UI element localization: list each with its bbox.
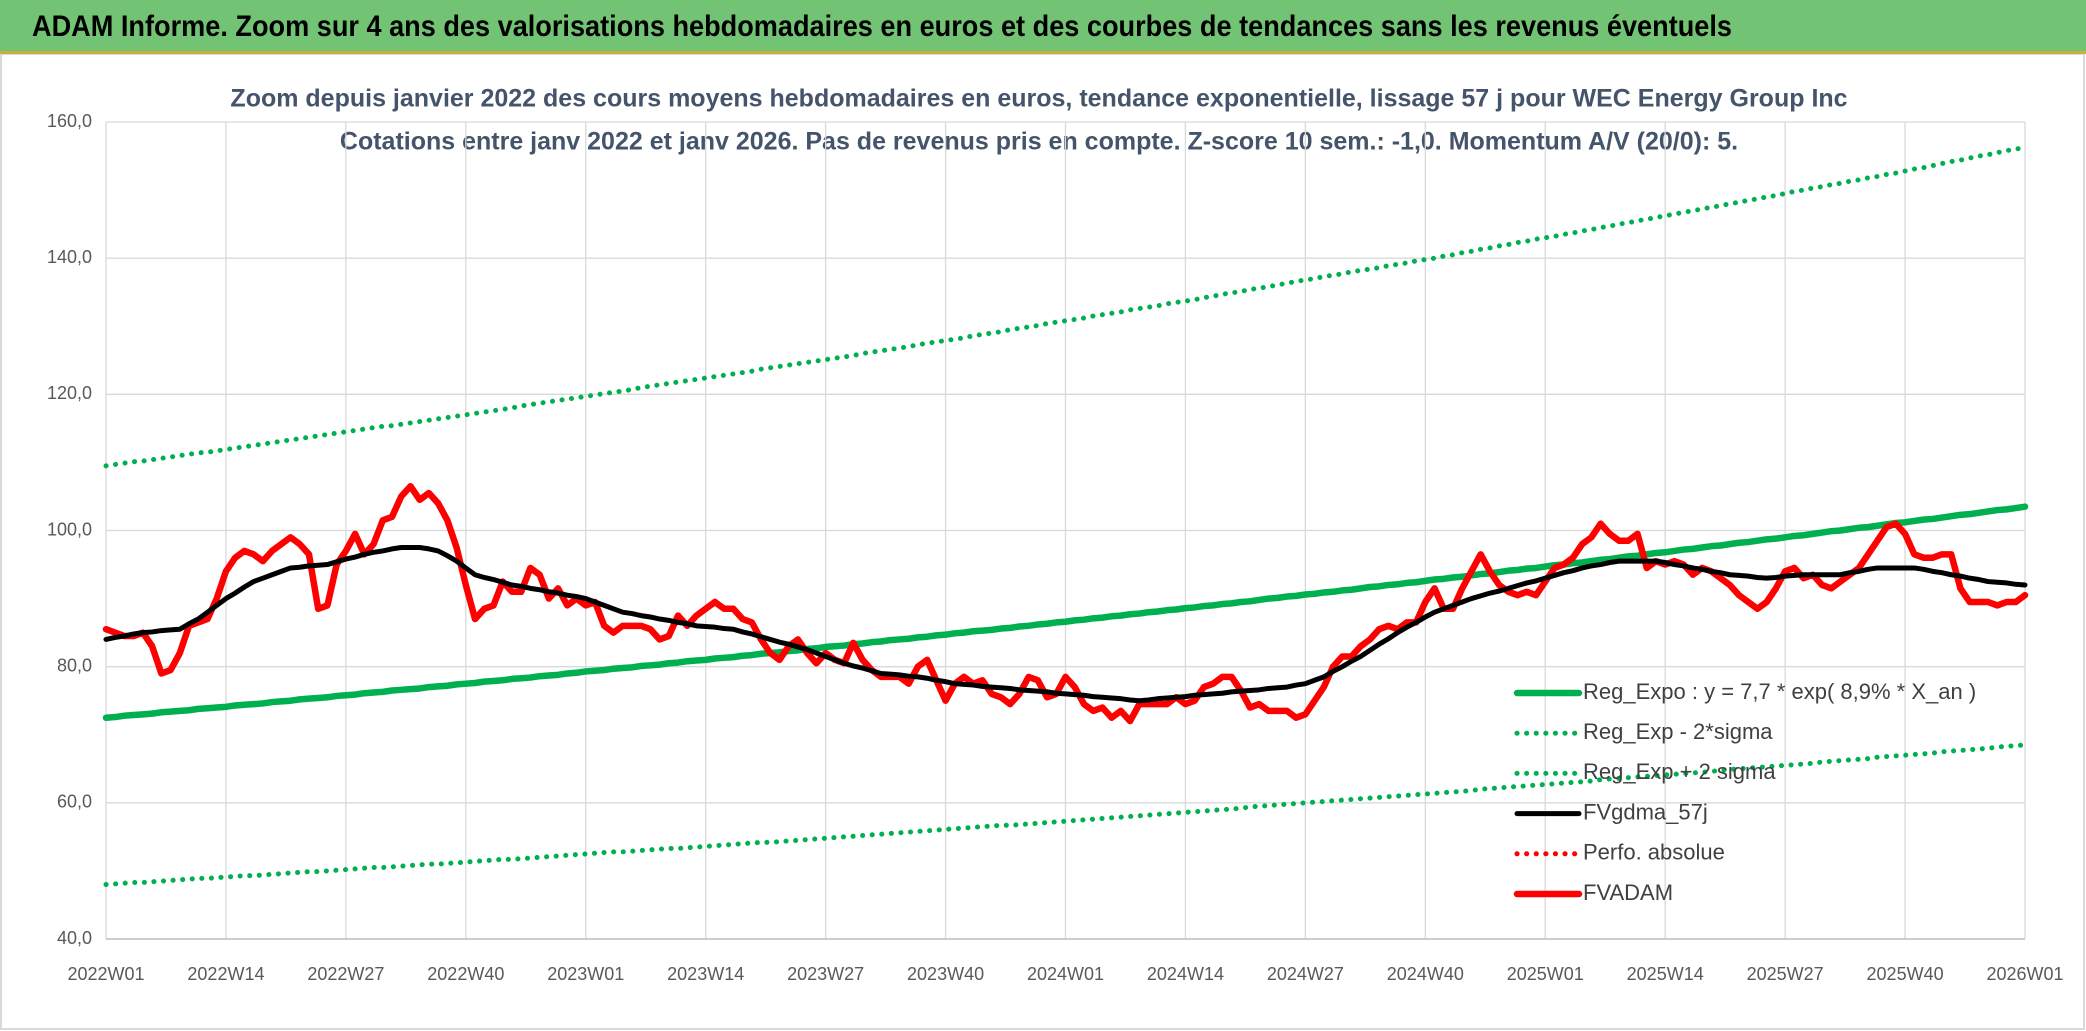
header-rule [0, 51, 2086, 54]
x-tick-label: 2024W40 [1387, 964, 1464, 984]
legend-label: FVgdma_57j [1583, 799, 1708, 824]
legend-label: Perfo. absolue [1583, 840, 1725, 865]
x-tick-label: 2024W27 [1267, 964, 1344, 984]
x-tick-label: 2022W27 [307, 964, 384, 984]
x-tick-label: 2025W14 [1627, 964, 1704, 984]
x-tick-label: 2022W14 [187, 964, 264, 984]
x-tick-label: 2026W01 [1986, 964, 2063, 984]
y-tick-label: 120,0 [47, 383, 92, 403]
legend-label: Reg_Expo : y = 7,7 * exp( 8,9% * X_an ) [1583, 679, 1976, 704]
legend-label: FVADAM [1583, 880, 1673, 905]
y-tick-label: 60,0 [57, 792, 92, 812]
x-tick-label: 2023W40 [907, 964, 984, 984]
y-tick-label: 140,0 [47, 247, 92, 267]
series-line [103, 545, 2028, 704]
series-line [103, 742, 2028, 888]
series-line [103, 144, 2028, 469]
x-tick-label: 2025W01 [1507, 964, 1584, 984]
x-tick-label: 2025W27 [1747, 964, 1824, 984]
x-tick-label: 2023W01 [547, 964, 624, 984]
chart-title: ADAM Informe. Zoom sur 4 ans des valoris… [32, 10, 1732, 43]
x-tick-label: 2023W27 [787, 964, 864, 984]
x-tick-label: 2024W14 [1147, 964, 1224, 984]
chart-subtitle: Cotations entre janv 2022 et janv 2026. … [340, 128, 1738, 156]
y-tick-label: 100,0 [47, 519, 92, 539]
legend-label: Reg_Exp - 2*sigma [1583, 719, 1773, 744]
x-tick-label: 2022W40 [427, 964, 504, 984]
y-tick-label: 40,0 [57, 928, 92, 948]
x-tick-label: 2025W40 [1867, 964, 1944, 984]
x-tick-label: 2024W01 [1027, 964, 1104, 984]
y-tick-label: 80,0 [57, 655, 92, 675]
legend-label: Reg_Exp + 2 sigma [1583, 759, 1776, 784]
chart-subtitle: Zoom depuis janvier 2022 des cours moyen… [230, 85, 1847, 113]
header-bar [0, 0, 2086, 53]
series-line [102, 503, 2029, 721]
y-tick-label: 160,0 [47, 111, 92, 131]
x-tick-label: 2023W14 [667, 964, 744, 984]
x-tick-label: 2022W01 [67, 964, 144, 984]
